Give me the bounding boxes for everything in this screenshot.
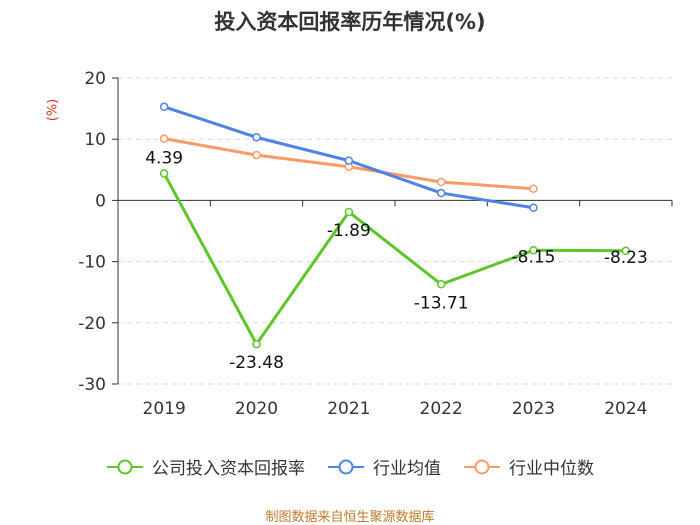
data-point-0-4 [529,246,538,255]
x-tick-label: 2023 [512,399,555,419]
data-point-0-3 [436,280,446,289]
source-note: 制图数据来自恒生聚源数据库 [265,510,435,525]
data-point-2-3 [436,177,446,187]
data-point-1-2 [344,156,354,165]
data-label: -8.15 [512,247,556,267]
grid-lines [118,77,672,385]
data-point-1-1 [252,133,261,142]
legend-label-company: 公司投入资本回报率 [152,459,305,479]
y-tick-label: 10 [84,130,106,150]
data-point-2-0 [159,134,169,143]
data-label: -23.48 [229,353,284,373]
data-label: -13.71 [414,293,469,313]
legend-item-industry-mean[interactable]: 行业均值 [327,454,441,479]
axes: -30 -20 -10 0 10 20 2019 2020 2021 2022 2023 2024 [78,69,673,419]
data-label: -8.23 [604,248,648,268]
series-line-0 [162,172,626,346]
x-tick-label: 2020 [235,399,278,419]
line-chart: -30 -20 -10 0 10 20 2019 2020 2021 2022 2023 2024 4… [78,69,673,419]
legend-item-industry-median[interactable]: 行业中位数 [463,454,594,479]
data-point-0-0 [159,169,169,178]
data-point-2-4 [529,184,538,194]
data-label: -1.89 [327,221,371,241]
data-point-0-1 [252,339,261,349]
chart-title: 投入资本回报率历年情况(%) [214,10,486,34]
x-tick-label: 2019 [143,399,186,419]
data-point-1-0 [159,102,169,112]
legend-line-icon-industry-mean [328,459,364,474]
series-lines [159,102,631,349]
legend-line-icon-company [107,459,143,474]
data-point-1-3 [436,188,446,198]
legend-label-industry-median: 行业中位数 [509,459,594,479]
data-point-1-4 [529,203,538,212]
x-tick-label: 2022 [420,399,463,419]
y-tick-label: -30 [78,375,106,395]
legend-item-company[interactable]: 公司投入资本回报率 [106,454,305,479]
legend-line-icon-industry-median [464,459,500,474]
data-label: 4.39 [145,149,183,169]
y-tick-label: 20 [84,69,106,89]
y-tick-label: -10 [78,253,106,273]
y-tick-label: 0 [95,191,106,211]
data-labels: 4.39 -23.48 -1.89 -13.71 -8.15 -8.23 [145,149,648,374]
x-tick-label: 2021 [327,399,370,419]
data-point-0-2 [344,207,354,217]
x-tick-label: 2024 [604,399,647,419]
legend: 公司投入资本回报率 行业均值 行业中位数 [0,454,700,479]
y-tick-label: -20 [78,314,106,334]
legend-label-industry-mean: 行业均值 [373,459,441,479]
data-point-0-5 [621,246,631,256]
data-point-2-1 [252,150,261,160]
